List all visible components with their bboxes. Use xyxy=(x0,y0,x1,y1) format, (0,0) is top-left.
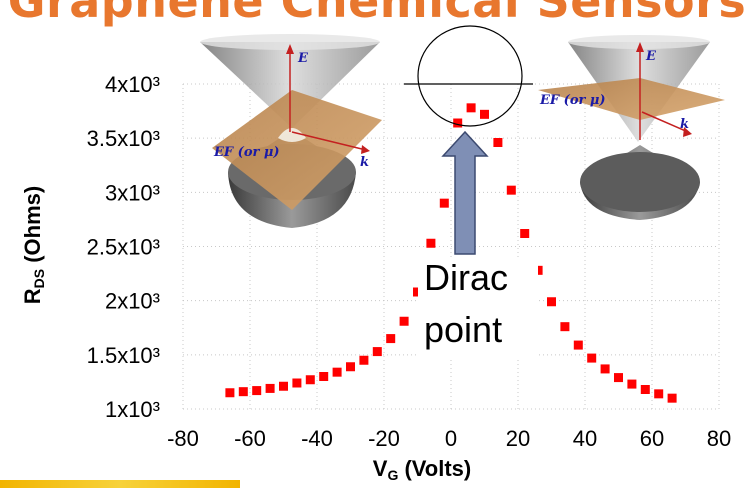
x-tick-label: 80 xyxy=(707,426,731,451)
data-point xyxy=(319,372,329,381)
x-tick-label: -20 xyxy=(368,426,400,451)
annotation-box xyxy=(418,258,538,358)
energy-axis-label: E xyxy=(297,51,309,66)
x-tick-label: 0 xyxy=(445,426,457,451)
x-tick-label: 40 xyxy=(573,426,597,451)
energy-axis-label: E xyxy=(645,49,657,64)
fermi-level-label: EF (or μ) xyxy=(213,145,280,160)
y-tick-label: 2.5x10³ xyxy=(87,235,160,260)
data-point xyxy=(533,265,543,275)
momentum-axis-label: k xyxy=(360,155,369,170)
dirac-point-annotation: Dirac point xyxy=(404,25,538,358)
data-point xyxy=(426,238,436,248)
slide-footer-bar xyxy=(0,480,240,488)
data-point xyxy=(252,386,262,396)
data-point xyxy=(292,378,302,388)
data-point xyxy=(265,383,275,393)
x-axis-ticks: -80 -60 -40 -20 0 20 40 60 80 xyxy=(167,426,731,451)
y-axis-ticks: 1x10³ 1.5x10³ 2x10³ 2.5x10³ 3x10³ 3.5x10³ 4x10… xyxy=(87,72,160,422)
data-point xyxy=(332,367,342,377)
x-axis-label: VG (Volts) xyxy=(373,456,472,483)
fermi-level-label: EF (or μ) xyxy=(539,93,606,108)
data-point xyxy=(587,353,597,363)
data-point xyxy=(520,229,530,238)
data-point xyxy=(480,109,489,119)
y-axis-label: RDS (Ohms) xyxy=(20,186,47,304)
dirac-point-circle xyxy=(417,25,523,127)
y-tick-label: 3x10³ xyxy=(105,180,160,205)
annotation-line-2: point xyxy=(424,309,502,350)
data-point xyxy=(372,347,382,357)
title-strip: Graphene Chemical Sensors xyxy=(0,0,754,40)
data-point xyxy=(305,375,315,385)
data-point xyxy=(466,103,476,113)
data-point xyxy=(225,388,235,398)
data-point xyxy=(627,379,637,389)
data-point xyxy=(654,389,664,399)
data-point xyxy=(238,387,248,397)
data-point xyxy=(547,297,556,307)
data-point xyxy=(573,340,583,350)
dirac-cone-inset-left: E EF (or μ) k xyxy=(200,34,382,228)
annotation-line-1: Dirac xyxy=(424,257,508,298)
momentum-axis-label: k xyxy=(680,117,689,132)
data-point xyxy=(493,138,503,147)
x-tick-label: 20 xyxy=(506,426,530,451)
x-tick-label: -60 xyxy=(234,426,266,451)
data-point xyxy=(359,355,369,365)
data-point xyxy=(413,287,422,297)
x-tick-label: -40 xyxy=(301,426,333,451)
data-point xyxy=(279,381,288,391)
data-point xyxy=(506,185,516,195)
y-tick-label: 2x10³ xyxy=(105,289,160,314)
y-tick-label: 1x10³ xyxy=(105,397,160,422)
data-point xyxy=(399,316,409,326)
data-point xyxy=(453,118,463,128)
data-series xyxy=(225,103,677,403)
data-point xyxy=(386,334,396,344)
y-tick-label: 4x10³ xyxy=(105,72,160,97)
x-tick-label: -80 xyxy=(167,426,199,451)
data-point xyxy=(560,322,570,332)
y-tick-label: 3.5x10³ xyxy=(87,126,160,151)
dirac-cone-inset-right: E EF (or μ) k xyxy=(538,35,725,220)
slide-title: Graphene Chemical Sensors xyxy=(7,0,747,28)
data-point xyxy=(640,385,650,394)
x-tick-label: 60 xyxy=(640,426,664,451)
data-point xyxy=(600,364,610,374)
y-tick-label: 1.5x10³ xyxy=(87,343,160,368)
data-point xyxy=(439,198,449,208)
dirac-point-arrow xyxy=(441,130,489,255)
data-point xyxy=(614,373,623,383)
data-point xyxy=(667,393,677,403)
data-point xyxy=(346,362,355,372)
